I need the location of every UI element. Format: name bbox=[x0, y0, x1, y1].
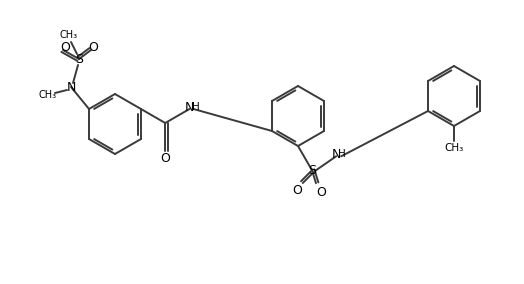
Text: N: N bbox=[332, 148, 341, 161]
Text: O: O bbox=[88, 41, 98, 53]
Text: O: O bbox=[60, 41, 70, 53]
Text: O: O bbox=[316, 186, 326, 199]
Text: O: O bbox=[292, 184, 302, 197]
Text: H: H bbox=[339, 149, 346, 159]
Text: CH₃: CH₃ bbox=[444, 143, 464, 153]
Text: N: N bbox=[67, 80, 75, 93]
Text: CH₃: CH₃ bbox=[39, 90, 57, 100]
Text: O: O bbox=[160, 151, 170, 164]
Text: N: N bbox=[185, 101, 194, 114]
Text: S: S bbox=[308, 164, 316, 177]
Text: CH₃: CH₃ bbox=[60, 30, 78, 40]
Text: H: H bbox=[192, 102, 199, 112]
Text: S: S bbox=[75, 53, 83, 66]
